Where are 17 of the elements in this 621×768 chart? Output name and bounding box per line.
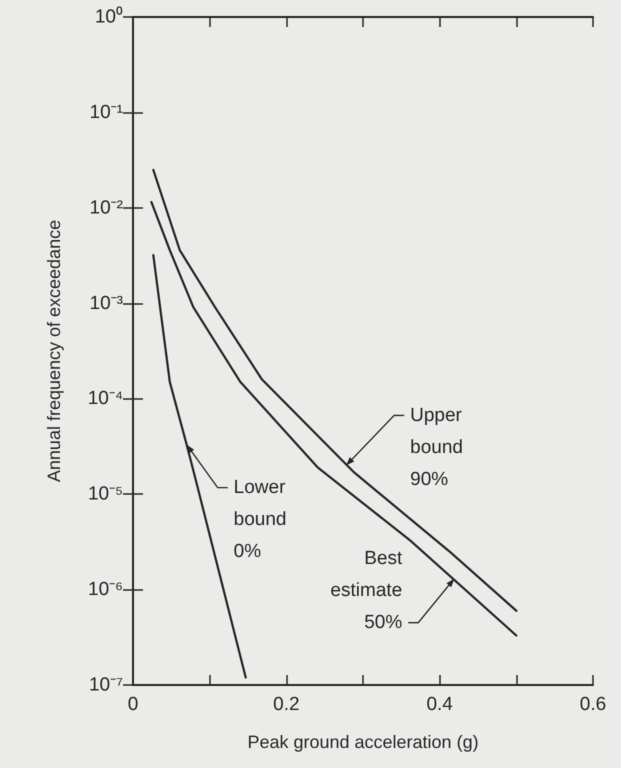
- x-axis-title: Peak ground acceleration (g): [247, 732, 479, 752]
- y-tick-label: 10⁻³: [90, 292, 123, 314]
- y-tick-label: 10⁻¹: [90, 102, 123, 123]
- x-tick-label: 0.6: [580, 694, 606, 715]
- x-tick-label: 0: [128, 694, 138, 715]
- y-tick-label: 10⁻⁴: [88, 388, 123, 410]
- annotation: Best estimate 50%: [330, 548, 403, 634]
- annotation: Lower bound 0%: [234, 477, 287, 562]
- y-axis-title: Annual frequency of exceedance: [44, 220, 64, 482]
- annotation: Upper bound 90%: [410, 404, 463, 490]
- y-tick-label: 10⁻⁷: [88, 674, 124, 696]
- y-tick-label: 10⁻⁵: [88, 484, 123, 505]
- x-tick-label: 0.2: [273, 694, 300, 715]
- y-tick-label: 10⁻²: [90, 197, 123, 218]
- x-tick-label: 0.4: [426, 694, 454, 715]
- y-tick-label: 10⁰: [94, 6, 123, 28]
- y-tick-label: 10⁻⁶: [88, 579, 123, 600]
